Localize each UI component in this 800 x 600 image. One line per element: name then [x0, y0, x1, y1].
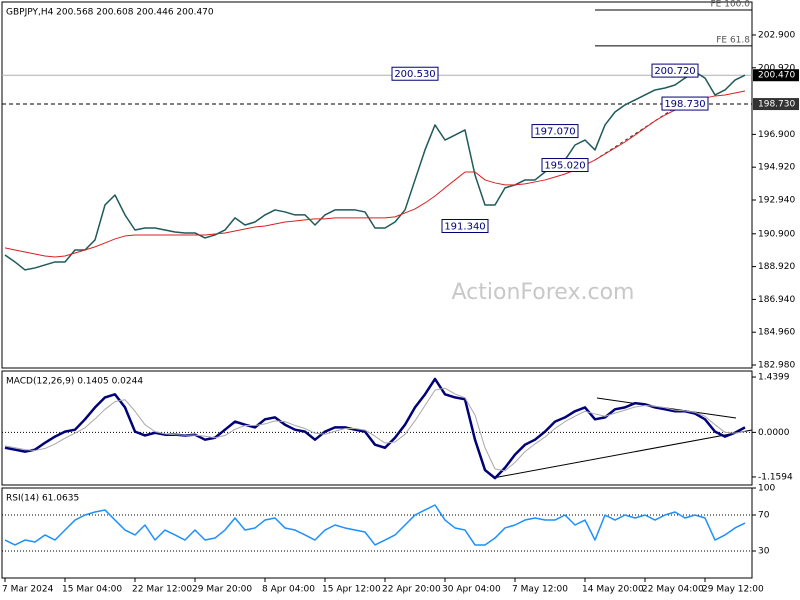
pane-title: MACD(12,26,9) 0.1405 0.0244 [6, 377, 143, 387]
y-tick-label: 0.0000 [758, 428, 790, 438]
y-tick-label: 1.4399 [758, 373, 790, 383]
y-tick-label: 30 [758, 547, 770, 557]
fib-label: FE 100.0 [711, 0, 751, 9]
y-tick-label: 200.920 [758, 63, 795, 73]
series-line [4, 90, 746, 258]
y-tick-label: -1.1594 [758, 472, 793, 482]
annotation-box [441, 219, 489, 234]
x-tick-label: 22 Mar 12:00 [132, 585, 192, 595]
y-tick-label: 196.900 [758, 130, 795, 140]
y-tick-label: 194.920 [758, 163, 795, 173]
x-tick-label: 29 Mar 20:00 [192, 585, 252, 595]
series-line [4, 504, 746, 546]
fib-label: FE 61.8 [716, 35, 750, 45]
x-tick-label: 7 May 12:00 [512, 585, 568, 595]
trend-line [594, 97, 691, 161]
annotation-box [651, 63, 699, 78]
x-tick-label: 7 Mar 2024 [2, 585, 54, 595]
level-price-box [753, 98, 799, 111]
level-price-box [753, 69, 799, 82]
level-price-label: 200.470 [758, 71, 795, 81]
annotation-box [531, 124, 579, 139]
y-tick-label: 184.960 [758, 328, 795, 338]
y-tick-label: 100 [758, 484, 775, 494]
x-tick-label: 14 May 20:00 [582, 585, 644, 595]
y-tick-label: 190.900 [758, 229, 795, 239]
annotation-label: 200.530 [394, 69, 435, 80]
series-line [4, 377, 746, 480]
watermark: ActionForex.com [452, 280, 635, 305]
annotation-label: 191.340 [444, 222, 485, 233]
annotation-box [391, 66, 439, 81]
annotation-label: 200.720 [654, 66, 695, 77]
y-tick-label: 70 [758, 511, 770, 521]
x-tick-label: 15 Apr 12:00 [322, 585, 381, 595]
rsi-pane [1, 487, 753, 579]
y-tick-label: 182.980 [758, 361, 795, 371]
y-tick-label: 188.920 [758, 262, 795, 272]
level-price-label: 198.730 [758, 100, 795, 110]
macd-pane [1, 370, 753, 486]
annotation-label: 197.070 [534, 127, 575, 138]
x-tick-label: 15 Mar 04:00 [62, 585, 122, 595]
y-tick-label: 192.940 [758, 195, 795, 205]
x-tick-label: 30 Apr 04:00 [442, 585, 501, 595]
pane-title: GBPJPY,H4 200.568 200.608 200.446 200.47… [6, 8, 214, 18]
annotation-box [541, 158, 589, 173]
annotation-label: 198.730 [664, 99, 705, 110]
x-tick-label: 29 May 12:00 [702, 585, 764, 595]
macd-trend-line [492, 429, 753, 479]
x-tick-label: 22 May 04:00 [642, 585, 704, 595]
y-tick-label: 202.900 [758, 30, 795, 40]
price-pane [1, 1, 753, 369]
y-tick-label: 186.940 [758, 295, 795, 305]
x-tick-label: 22 Apr 20:00 [382, 585, 441, 595]
series-line [4, 71, 746, 271]
x-tick-label: 8 Apr 04:00 [262, 585, 315, 595]
series-line [4, 387, 746, 472]
annotation-box [661, 96, 709, 111]
pane-title: RSI(14) 61.0635 [6, 494, 79, 504]
annotation-label: 195.020 [544, 161, 585, 172]
